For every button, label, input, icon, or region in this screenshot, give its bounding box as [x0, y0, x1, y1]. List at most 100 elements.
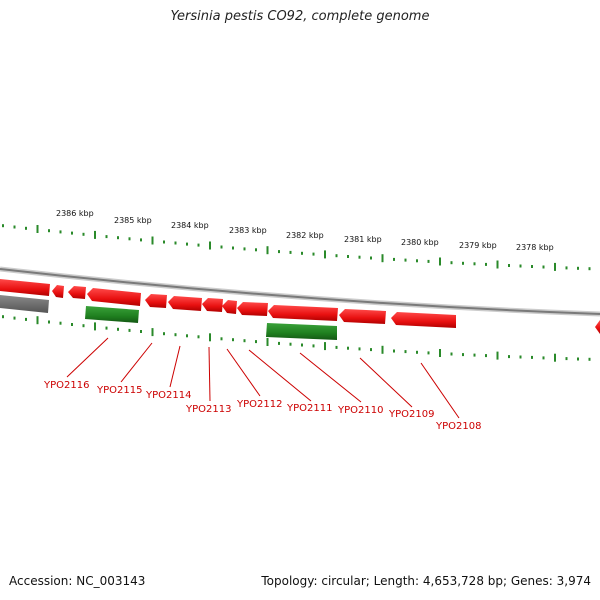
outer-tick-minor — [370, 256, 372, 260]
gene-arrow-ypo2116 — [68, 286, 86, 299]
outer-tick-major — [36, 225, 39, 233]
inner-tick-major — [36, 316, 39, 325]
inner-tick-minor — [140, 330, 142, 333]
gene-arrow-ypo2111 — [222, 300, 237, 314]
scale-label-2380: 2380 kbp — [401, 238, 439, 247]
outer-tick-minor — [577, 266, 579, 270]
outer-tick-minor — [243, 247, 246, 251]
inner-tick-minor — [473, 353, 476, 357]
scale-label-2379: 2379 kbp — [459, 241, 497, 250]
inner-tick-minor — [82, 324, 85, 328]
inner-tick-minor — [25, 317, 27, 321]
outer-tick-major — [94, 230, 96, 239]
inner-tick-minor — [71, 323, 73, 326]
outer-tick-minor — [174, 241, 177, 245]
scale-label-2386: 2386 kbp — [56, 209, 94, 218]
inner-tick-row — [2, 315, 591, 362]
outer-tick-minor — [404, 258, 407, 262]
outer-tick-minor — [416, 259, 418, 263]
gene-arrow-small-1 — [52, 285, 64, 298]
outer-tick-minor — [59, 230, 62, 234]
outer-tick-minor — [13, 225, 16, 229]
gene-label-ypo2111[interactable]: YPO2111 — [286, 403, 332, 414]
inner-tick-minor — [59, 321, 62, 325]
outer-tick-major — [266, 246, 269, 255]
inner-tick-minor — [128, 328, 131, 332]
inner-tick-minor — [312, 344, 315, 348]
reverse-gene-1 — [85, 306, 139, 323]
inner-tick-minor — [370, 348, 372, 352]
inner-tick-minor — [508, 355, 510, 359]
inner-tick-minor — [393, 349, 395, 353]
inner-tick-minor — [289, 342, 292, 346]
inner-tick-minor — [186, 334, 188, 338]
inner-tick-minor — [450, 352, 453, 356]
outer-tick-minor — [128, 237, 131, 241]
inner-tick-major — [381, 345, 384, 354]
outer-tick-minor — [301, 251, 303, 255]
map-title: Yersinia pestis CO92, complete genome — [170, 9, 430, 24]
inner-tick-minor — [588, 357, 591, 361]
outer-tick-major — [324, 250, 326, 259]
gene-label-ypo2109[interactable]: YPO2109 — [388, 409, 434, 420]
scale-label-2384: 2384 kbp — [171, 221, 209, 230]
outer-tick-minor — [289, 250, 292, 254]
inner-tick-minor — [255, 340, 257, 344]
gene-arrow-ypo2108 — [391, 312, 456, 328]
gene-arrow-ypo2113 — [168, 296, 202, 311]
gene-label-ypo2115[interactable]: YPO2115 — [96, 385, 142, 396]
gene-label-ypo2112[interactable]: YPO2112 — [236, 399, 282, 410]
gene-arrow-small-2 — [237, 302, 268, 316]
outer-tick-major — [209, 241, 211, 250]
gene-label-ypo2108[interactable]: YPO2108 — [435, 421, 481, 432]
inner-tick-minor — [48, 320, 50, 324]
outer-tick-minor — [450, 261, 453, 265]
inner-tick-minor — [2, 315, 4, 319]
outer-tick-major — [439, 257, 441, 266]
inner-tick-major — [324, 342, 326, 351]
outer-tick-minor — [278, 250, 280, 254]
outer-tick-minor — [542, 265, 545, 269]
inner-tick-minor — [485, 354, 487, 358]
genome-summary: Topology: circular; Length: 4,653,728 bp… — [261, 574, 591, 588]
gene-label-ypo2116[interactable]: YPO2116 — [43, 380, 89, 391]
inner-tick-minor — [243, 339, 246, 343]
outer-tick-minor — [48, 229, 50, 233]
inner-tick-minor — [358, 347, 361, 351]
inner-tick-minor — [13, 316, 16, 320]
gene-label-ypo2110[interactable]: YPO2110 — [337, 405, 383, 416]
outer-tick-major — [151, 236, 154, 245]
inner-tick-major — [439, 349, 441, 357]
inner-tick-minor — [232, 338, 234, 342]
outer-tick-major — [381, 254, 384, 263]
inner-tick-minor — [565, 357, 568, 361]
outer-tick-row — [2, 224, 591, 271]
outer-tick-minor — [220, 245, 223, 249]
outer-tick-minor — [140, 238, 142, 242]
inner-tick-minor — [462, 353, 464, 357]
outer-tick-minor — [312, 252, 315, 256]
gene-arrow-ypo2109 — [339, 309, 386, 324]
outer-tick-minor — [82, 232, 85, 236]
outer-tick-minor — [71, 231, 73, 235]
inner-tick-minor — [220, 337, 223, 341]
inner-tick-minor — [519, 355, 522, 359]
inner-tick-minor — [577, 357, 579, 361]
outer-tick-minor — [519, 264, 522, 268]
outer-tick-minor — [347, 255, 349, 258]
scale-label-2378: 2378 kbp — [516, 243, 554, 252]
outer-tick-minor — [335, 254, 338, 258]
gene-arrow-ypo2110 — [268, 305, 338, 321]
genome-backbone-line — [0, 268, 600, 315]
gene-label-ypo2113[interactable]: YPO2113 — [185, 404, 231, 415]
scale-label-2382: 2382 kbp — [286, 231, 324, 240]
gene-label-ypo2114[interactable]: YPO2114 — [145, 390, 191, 401]
inner-tick-major — [209, 333, 211, 342]
gene-arrow-partial-left — [0, 279, 50, 296]
scale-label-2381: 2381 kbp — [344, 235, 382, 244]
grey-feature — [0, 295, 49, 313]
inner-tick-major — [151, 328, 154, 337]
gene-callout-lines — [66, 337, 460, 419]
outer-tick-major — [496, 260, 499, 269]
